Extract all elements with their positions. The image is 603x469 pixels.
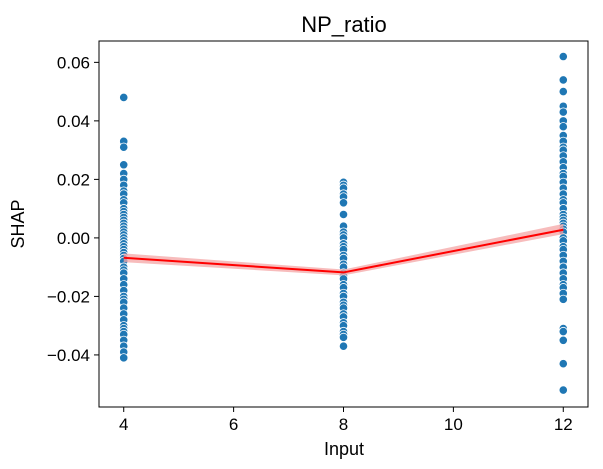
scatter-point [558, 75, 568, 85]
x-axis-ticks: 4 6 8 10 12 [119, 407, 573, 434]
scatter-point [338, 198, 349, 208]
scatter-point [119, 160, 129, 170]
y-tick-label: 0.06 [57, 53, 90, 72]
y-axis-label: SHAP [8, 199, 28, 248]
scatter-point [338, 332, 349, 342]
scatter-point [338, 209, 349, 220]
scatter-point [558, 335, 568, 345]
scatter-point [558, 385, 568, 395]
y-axis-ticks: −0.04 −0.02 0.00 0.02 0.04 0.06 [47, 53, 99, 365]
chart-title: NP_ratio [301, 12, 387, 37]
y-tick-label: −0.04 [47, 346, 90, 365]
x-tick-label: 12 [554, 415, 573, 434]
scatter-point [338, 341, 349, 351]
scatter-point [558, 326, 568, 337]
plot-marks [119, 51, 568, 395]
scatter-point [558, 294, 568, 304]
y-tick-label: 0.04 [57, 112, 90, 131]
x-tick-label: 4 [119, 415, 128, 434]
trend-line [123, 228, 564, 274]
x-axis-label: Input [324, 439, 364, 459]
scatter-point [558, 107, 568, 117]
scatter-point [119, 353, 129, 363]
scatter-point [558, 51, 568, 62]
y-tick-label: −0.02 [47, 287, 90, 306]
scatter-point [558, 87, 568, 97]
x-tick-label: 10 [444, 415, 463, 434]
trend-confidence-band [123, 223, 564, 276]
x-tick-label: 8 [339, 415, 348, 434]
scatter-point [558, 122, 568, 132]
scatter-point [119, 92, 129, 103]
x-tick-label: 6 [229, 415, 238, 434]
scatter-point [119, 142, 129, 152]
y-tick-label: 0.02 [57, 170, 90, 189]
scatter-point [558, 359, 568, 369]
y-tick-label: 0.00 [57, 229, 90, 248]
